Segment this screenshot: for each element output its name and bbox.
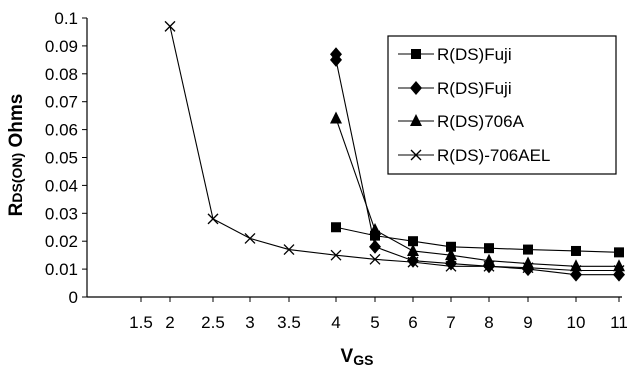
data-point-x: [330, 249, 342, 261]
legend-item: R(DS)-706AEL: [398, 146, 550, 165]
y-axis-title: RDS(ON) Ohms: [6, 94, 27, 217]
data-point-x: [522, 262, 534, 274]
x-tick-label: 3: [245, 313, 254, 332]
legend-item: R(DS)Fuji: [398, 45, 512, 64]
x-tick-label: 3.5: [277, 313, 301, 332]
data-point-x-stroke: [244, 232, 256, 244]
data-point-diamond: [330, 52, 342, 67]
y-tick-label: 0.08: [45, 65, 78, 84]
legend-label: R(DS)706A: [437, 112, 525, 131]
data-point-x: [207, 213, 219, 225]
data-point-x-stroke: [283, 244, 295, 256]
y-tick-label: 0.04: [45, 176, 78, 195]
y-tick-label: 0.02: [45, 232, 78, 251]
x-tick-label: 5: [370, 313, 379, 332]
data-point-triangle: [407, 243, 419, 256]
x-tick-label: 7: [446, 313, 455, 332]
series-1: [331, 222, 624, 258]
y-tick-label: 0.1: [54, 9, 78, 28]
chart-marks: [164, 20, 625, 282]
data-point-x-stroke: [410, 149, 422, 161]
data-point-x-stroke: [369, 253, 381, 265]
data-point-triangle: [410, 114, 422, 126]
legend-item: R(DS)706A: [398, 112, 525, 131]
data-point-triangle: [570, 259, 582, 272]
data-point-x: [410, 149, 422, 161]
data-point-triangle: [445, 248, 457, 261]
data-point-x: [445, 260, 457, 272]
series-line: [335, 226, 620, 253]
y-axis-ticks: 0 0.01 0.02 0.03 0.04 0.05 0.06 0.07 0.08 0.09 0.1: [45, 9, 87, 307]
data-point-square: [408, 236, 418, 247]
data-point-diamond: [369, 239, 381, 254]
x-tick-label: 2: [165, 313, 174, 332]
x-tick-label: 8: [484, 313, 493, 332]
x-tick-label: 1.5: [129, 313, 153, 332]
data-point-x-stroke: [483, 260, 495, 272]
data-point-square: [446, 241, 456, 252]
data-point-triangle: [330, 111, 342, 124]
data-point-x: [407, 256, 419, 268]
data-point-triangle: [369, 223, 381, 236]
series-4: [164, 20, 625, 276]
y-tick-label: 0.01: [45, 260, 78, 279]
data-point-square: [370, 230, 380, 241]
data-point-triangle: [613, 259, 625, 272]
y-tick-label: 0: [69, 288, 78, 307]
data-point-square: [411, 49, 421, 59]
y-tick-label: 0.05: [45, 149, 78, 168]
series-line: [335, 118, 619, 267]
legend-label: R(DS)Fuji: [437, 79, 512, 98]
data-point-square: [571, 245, 581, 256]
data-point-x-stroke: [445, 260, 457, 272]
legend-item: R(DS)Fuji: [398, 79, 512, 98]
data-point-square: [523, 244, 533, 255]
x-tick-label: 6: [408, 313, 417, 332]
data-point-x-stroke: [207, 213, 219, 225]
legend-box: [387, 35, 617, 175]
x-tick-label: 10: [567, 313, 586, 332]
data-point-x: [369, 253, 381, 265]
data-point-x: [283, 244, 295, 256]
legend-label: R(DS)Fuji: [437, 45, 512, 64]
series-line: [169, 26, 619, 272]
x-axis-ticks: 1.5 2 2.5 3 3.5 4 5 6 7 8 9 10 11: [129, 297, 628, 332]
data-point-square: [614, 247, 624, 258]
x-axis-title: VGS: [341, 346, 374, 368]
data-point-x-stroke: [330, 249, 342, 261]
y-tick-label: 0.03: [45, 204, 78, 223]
x-tick-label: 9: [523, 313, 532, 332]
x-tick-label: 2.5: [201, 313, 225, 332]
data-point-x-stroke: [164, 20, 176, 32]
data-point-x: [613, 265, 625, 276]
data-point-diamond: [410, 81, 422, 95]
data-point-x: [483, 260, 495, 272]
data-point-x-stroke: [407, 256, 419, 268]
y-tick-label: 0.09: [45, 37, 78, 56]
data-point-x-stroke: [613, 265, 625, 276]
data-point-triangle: [522, 256, 534, 269]
data-point-square: [331, 222, 341, 233]
data-point-x-stroke: [570, 265, 582, 276]
legend-label: R(DS)-706AEL: [437, 146, 550, 165]
x-tick-label: 11: [610, 313, 628, 332]
data-point-x: [244, 232, 256, 244]
x-tick-label: 4: [331, 313, 340, 332]
data-point-square: [484, 243, 494, 254]
y-tick-label: 0.07: [45, 93, 78, 112]
legend: R(DS)Fuji R(DS)Fuji R(DS)706A R(DS)-706AEL: [387, 35, 617, 175]
data-point-x-stroke: [522, 262, 534, 274]
data-point-x: [164, 20, 176, 32]
y-tick-label: 0.06: [45, 121, 78, 140]
data-point-x: [570, 265, 582, 276]
